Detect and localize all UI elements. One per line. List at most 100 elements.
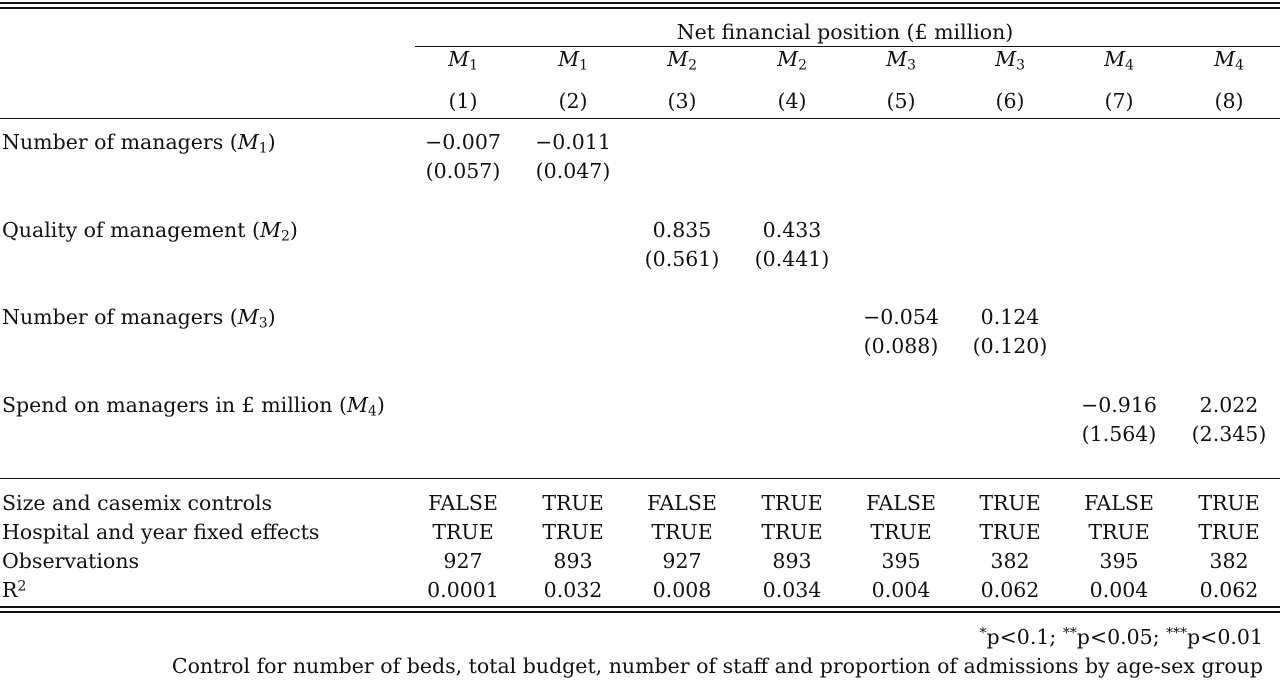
model-label: M3 <box>995 47 1025 74</box>
column-number: (5) <box>886 89 916 113</box>
model-label: M2 <box>667 47 697 74</box>
standard-error: (0.088) <box>863 334 939 358</box>
row-label: Number of managers (M1) <box>2 130 276 157</box>
stat-value: 0.032 <box>543 578 603 602</box>
stat-value: 0.034 <box>762 578 822 602</box>
model-label-subscript: 4 <box>1235 57 1244 74</box>
header-rule <box>0 118 1280 119</box>
stat-label-text: R <box>2 578 18 602</box>
stat-label-superscript: 2 <box>17 578 27 595</box>
top-rule-inner <box>0 7 1280 9</box>
row-label-close: ) <box>267 305 276 329</box>
stat-value: TRUE <box>761 520 823 544</box>
row-label-variable-subscript: 1 <box>258 140 268 157</box>
stat-value: 395 <box>881 549 921 573</box>
model-label-base: M <box>1214 47 1236 71</box>
column-number: (4) <box>777 89 807 113</box>
stat-value: 0.004 <box>1089 578 1149 602</box>
row-label-text: Quality of management ( <box>2 218 260 242</box>
stat-label-text: Hospital and year fixed effects <box>2 520 320 544</box>
row-label-text: Number of managers ( <box>2 130 238 154</box>
row-label-variable: M <box>346 393 368 417</box>
coefficient: −0.007 <box>425 130 501 154</box>
significance-note: *p<0.1; **p<0.05; ***p<0.01 <box>980 625 1263 649</box>
model-label: M1 <box>448 47 478 74</box>
stat-value: 0.004 <box>871 578 931 602</box>
stat-value: 0.062 <box>1199 578 1259 602</box>
stat-label-text: Observations <box>2 549 140 573</box>
stat-value: 382 <box>990 549 1030 573</box>
stat-label: Size and casemix controls <box>2 491 272 515</box>
stat-value: TRUE <box>979 491 1041 515</box>
significance-text: p<0.05; <box>1076 625 1167 649</box>
row-label-variable-subscript: 4 <box>367 403 377 420</box>
column-number: (6) <box>995 89 1025 113</box>
significance-stars: * <box>979 625 987 642</box>
row-label-variable-subscript: 3 <box>258 315 268 332</box>
stat-label-text: Size and casemix controls <box>2 491 273 515</box>
standard-error: (0.561) <box>644 247 720 271</box>
model-label-subscript: 1 <box>469 57 478 74</box>
stat-value: 927 <box>662 549 702 573</box>
column-number: (7) <box>1104 89 1134 113</box>
row-label-close: ) <box>289 218 298 242</box>
row-label-variable-subscript: 2 <box>281 228 290 245</box>
model-label-base: M <box>448 47 470 71</box>
stat-value: FALSE <box>1084 491 1154 515</box>
row-label-variable: M <box>237 305 259 329</box>
stat-value: FALSE <box>428 491 498 515</box>
row-label-text: Spend on managers in £ million ( <box>2 393 347 417</box>
stat-value: 0.062 <box>980 578 1040 602</box>
heading-underline <box>415 46 1280 47</box>
model-label-subscript: 3 <box>907 57 916 74</box>
standard-error: (0.441) <box>754 247 830 271</box>
coefficient: −0.054 <box>863 305 939 329</box>
stat-value: TRUE <box>542 491 604 515</box>
stat-label: Hospital and year fixed effects <box>2 520 319 544</box>
stat-value: TRUE <box>979 520 1041 544</box>
coefficient: 0.124 <box>980 305 1040 329</box>
stat-value: 927 <box>443 549 483 573</box>
model-label-subscript: 4 <box>1125 57 1134 74</box>
significance-stars: *** <box>1166 625 1188 642</box>
stat-value: TRUE <box>542 520 604 544</box>
row-label: Number of managers (M3) <box>2 305 276 332</box>
standard-error: (0.047) <box>535 159 611 183</box>
bottom-rule <box>0 606 1280 608</box>
stat-value: TRUE <box>1198 520 1260 544</box>
model-label-subscript: 3 <box>1016 57 1025 74</box>
stat-value: TRUE <box>1088 520 1150 544</box>
column-number: (3) <box>667 89 697 113</box>
significance-text: p<0.01 <box>1187 625 1263 649</box>
standard-error: (1.564) <box>1081 422 1157 446</box>
coefficient: −0.916 <box>1081 393 1157 417</box>
model-label-subscript: 2 <box>688 57 697 74</box>
stat-value: 0.008 <box>652 578 712 602</box>
coefficient: 0.433 <box>762 218 822 242</box>
stat-value: 395 <box>1099 549 1139 573</box>
model-label-base: M <box>886 47 908 71</box>
model-label: M1 <box>558 47 588 72</box>
column-number: (2) <box>558 89 588 113</box>
stat-value: TRUE <box>870 520 932 544</box>
controls-note: Control for number of beds, total budget… <box>171 654 1263 678</box>
row-label-variable: M <box>237 130 259 154</box>
coefficient: 2.022 <box>1199 393 1259 417</box>
row-label-variable: M <box>260 218 281 242</box>
model-label: M2 <box>777 47 807 72</box>
model-label-base: M <box>667 47 689 71</box>
model-label: M4 <box>1104 47 1134 74</box>
row-label-text: Number of managers ( <box>2 305 238 329</box>
dependent-variable-heading: Net financial position (£ million) <box>676 20 1014 44</box>
top-rule <box>0 2 1280 4</box>
model-label: M3 <box>886 47 916 74</box>
model-label-base: M <box>995 47 1017 71</box>
significance-text: p<0.1; <box>986 625 1063 649</box>
stat-value: FALSE <box>647 491 717 515</box>
row-label-close: ) <box>376 393 385 417</box>
column-number: (8) <box>1214 89 1244 113</box>
stats-rule <box>0 478 1280 479</box>
stat-value: TRUE <box>651 520 713 544</box>
standard-error: (0.120) <box>972 334 1048 358</box>
coefficient: −0.011 <box>535 130 611 154</box>
